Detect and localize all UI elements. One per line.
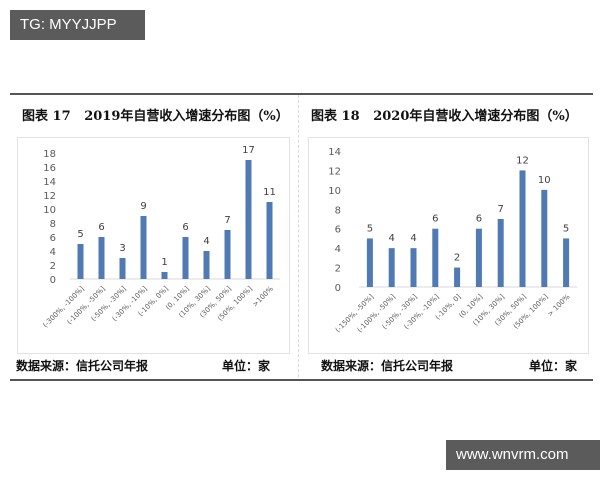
data-label: 4 <box>410 233 416 244</box>
y-tick-label: 0 <box>50 275 56 286</box>
data-label: 5 <box>77 229 83 240</box>
bar <box>77 244 84 279</box>
data-label: 4 <box>203 236 209 247</box>
data-label: 7 <box>498 204 504 215</box>
bar <box>245 160 252 279</box>
bar <box>140 216 147 279</box>
bar <box>519 170 526 287</box>
watermark-bottom-right: www.wnvrm.com <box>446 440 600 470</box>
bar <box>119 258 126 279</box>
y-tick-label: 14 <box>328 147 341 158</box>
bar <box>98 237 105 279</box>
unit-label: 单位：家 <box>222 359 271 373</box>
chart-title: 图表 17 2019年自营收入增速分布图（%） <box>22 109 289 124</box>
data-label: 9 <box>140 201 146 212</box>
bar <box>224 230 231 279</box>
bar <box>388 248 395 287</box>
data-label: 10 <box>538 175 551 186</box>
y-tick-label: 12 <box>43 191 56 202</box>
data-label: 6 <box>476 214 482 225</box>
data-label: 4 <box>389 233 395 244</box>
bar <box>432 228 439 287</box>
y-tick-label: 10 <box>328 186 341 197</box>
y-tick-label: 4 <box>50 247 56 258</box>
unit-label: 单位：家 <box>529 359 578 373</box>
chart-area: 0 2 4 6 8 10 12 14 5 (-150%, -50%] 4 (-100%, -50%] 4… <box>308 137 589 354</box>
y-tick-label: 0 <box>335 283 341 294</box>
bar <box>182 237 189 279</box>
data-label: 5 <box>367 223 373 234</box>
data-source: 数据来源：信托公司年报 <box>16 359 149 373</box>
data-label: 5 <box>563 223 569 234</box>
chart-area: 0 2 4 6 8 10 12 14 16 18 5 (-300%, -100%] 6 (-100%, -… <box>17 137 290 354</box>
chart-panel-2020: 图表 18 2020年自营收入增速分布图（%） 0 2 4 6 8 10 12 14 5 (-15… <box>299 95 593 377</box>
y-tick-label: 2 <box>335 264 341 275</box>
y-tick-label: 8 <box>50 219 56 230</box>
bar <box>266 202 273 279</box>
panel-divider <box>298 95 299 377</box>
data-label: 7 <box>224 215 230 226</box>
bar <box>541 189 548 287</box>
data-label: 6 <box>432 214 438 225</box>
y-tick-label: 18 <box>43 149 56 160</box>
y-tick-label: 16 <box>43 163 56 174</box>
figure-frame <box>10 93 593 381</box>
y-tick-label: 2 <box>50 261 56 272</box>
bar <box>161 272 168 279</box>
y-tick-label: 6 <box>335 225 341 236</box>
chart-panel-2019: 图表 17 2019年自营收入增速分布图（%） 0 2 4 6 8 10 12 14 16 18 5… <box>10 95 298 377</box>
bar <box>563 238 570 287</box>
y-tick-label: 10 <box>43 205 56 216</box>
bar <box>410 248 417 287</box>
y-tick-label: 6 <box>50 233 56 244</box>
data-label: 2 <box>454 253 460 264</box>
y-tick-label: 8 <box>335 205 341 216</box>
x-category-label: (-100%, -50%] <box>356 293 398 335</box>
data-label: 1 <box>161 257 167 268</box>
bar <box>454 267 461 287</box>
bar-chart-2020: 0 2 4 6 8 10 12 14 5 (-150%, -50%] 4 (-100%, -50%] 4… <box>328 147 577 335</box>
data-source: 数据来源：信托公司年报 <box>321 359 454 373</box>
y-tick-label: 4 <box>335 244 341 255</box>
y-tick-label: 12 <box>328 166 341 177</box>
data-label: 11 <box>263 187 276 198</box>
bar <box>366 238 373 287</box>
data-label: 6 <box>182 222 188 233</box>
data-label: 6 <box>98 222 104 233</box>
data-label: 17 <box>242 145 255 156</box>
x-category-label: (-150%, -50%] <box>334 293 376 335</box>
watermark-top-left: TG: MYYJJPP <box>10 10 145 40</box>
x-category-label: > 100% <box>546 293 572 319</box>
bar <box>203 251 210 279</box>
x-category-label: >100% <box>251 285 275 309</box>
bar <box>497 219 504 287</box>
data-label: 12 <box>516 155 529 166</box>
bar <box>475 228 482 287</box>
chart-title: 图表 18 2020年自营收入增速分布图（%） <box>311 109 578 124</box>
y-tick-label: 14 <box>43 177 56 188</box>
data-label: 3 <box>119 243 125 254</box>
